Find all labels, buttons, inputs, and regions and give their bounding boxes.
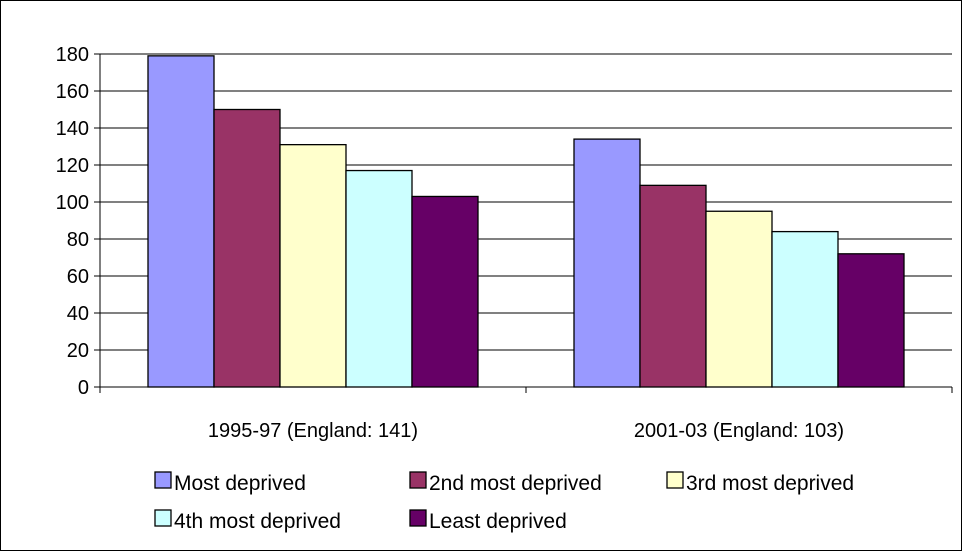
y-tick-label: 60 — [67, 266, 89, 288]
legend-label: 3rd most deprived — [686, 472, 854, 495]
bar-3rd-most-deprived-0 — [279, 143, 347, 388]
bar-least-deprived-0 — [411, 195, 479, 388]
legend-swatch — [154, 471, 172, 489]
y-tick-label: 40 — [67, 303, 89, 325]
legend-swatch — [666, 471, 684, 489]
legend-label: 4th most deprived — [174, 510, 341, 533]
legend-label: Least deprived — [429, 510, 567, 533]
bar-2nd-most-deprived-1 — [639, 184, 707, 388]
bar-3rd-most-deprived-1 — [705, 210, 773, 388]
tick-labels: 0 20 40 60 80 100 120 140 160 180 1995-97 (England… — [56, 44, 844, 442]
bar-2nd-most-deprived-0 — [213, 108, 281, 388]
y-tick-label: 160 — [56, 81, 89, 103]
legend-swatch — [409, 471, 427, 489]
bar-most-deprived-1 — [573, 138, 641, 388]
x-tick-label: 2001-03 (England: 103) — [634, 420, 844, 442]
legend-label: 2nd most deprived — [429, 472, 602, 495]
y-tick-label: 20 — [67, 340, 89, 362]
bar-most-deprived-0 — [147, 55, 215, 388]
x-tick-label: 1995-97 (England: 141) — [208, 420, 418, 442]
y-tick-label: 0 — [78, 377, 89, 399]
bar-4th-most-deprived-0 — [345, 169, 413, 388]
y-tick-label: 100 — [56, 192, 89, 214]
bar-4th-most-deprived-1 — [771, 230, 839, 388]
legend-swatch — [409, 509, 427, 527]
y-tick-label: 180 — [56, 44, 89, 66]
legend-swatch — [154, 509, 172, 527]
bars — [147, 55, 905, 388]
y-tick-label: 120 — [56, 155, 89, 177]
y-tick-label: 140 — [56, 118, 89, 140]
legend: Most deprived 2nd most deprived 3rd most d… — [154, 471, 854, 533]
y-tick-label: 80 — [67, 229, 89, 251]
bar-least-deprived-1 — [837, 253, 905, 388]
legend-label: Most deprived — [174, 472, 306, 495]
